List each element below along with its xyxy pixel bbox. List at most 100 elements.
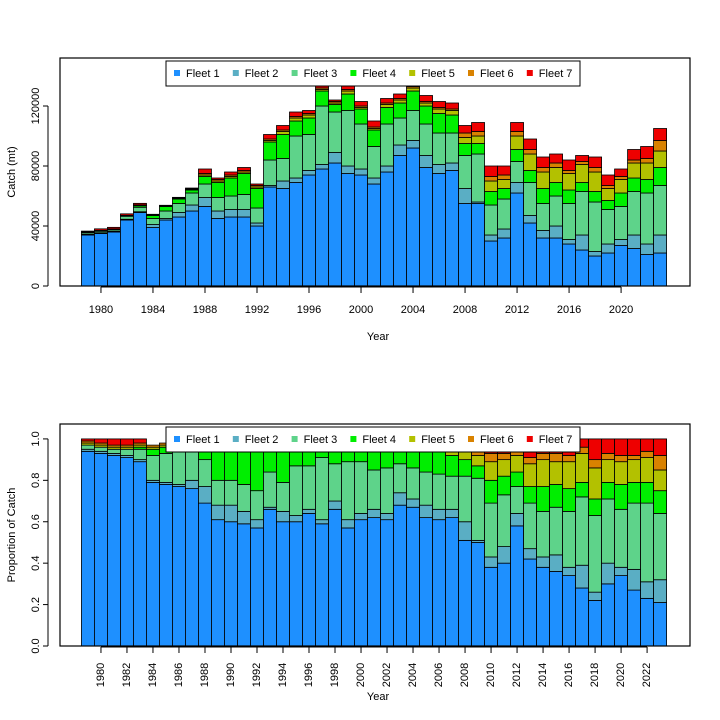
bar-segment [432,101,446,108]
bar-segment [341,461,355,521]
x-tick-label: 2008 [453,304,477,316]
bar-segment [653,455,667,471]
bar-segment [627,234,641,249]
bar-segment [302,174,316,287]
bar-segment [614,168,628,177]
bar-segment [432,450,446,475]
bar-segment [224,171,238,176]
bar-segment [601,209,615,245]
bar-segment [289,515,303,523]
bar-segment [250,490,264,521]
bar-segment [354,513,368,521]
bar-segment [458,475,472,523]
bar-segment [380,171,394,287]
y-tick-label: 1.0 [30,431,42,446]
bar-segment [276,481,290,512]
y-tick-label: 0.6 [30,514,42,529]
bar-segment [458,143,472,156]
bar-segment [289,182,303,287]
bar-segment [185,210,199,287]
bar-segment [549,571,563,647]
bar-segment [419,504,433,519]
bar-segment [289,117,303,122]
bar-segment [497,174,511,180]
bar-segment [549,554,563,572]
bar-segment [172,212,186,218]
bar-segment [653,469,667,492]
bar-segment [146,444,160,448]
bar-segment [211,218,225,287]
bar-segment [588,167,602,173]
bar-segment [276,510,290,523]
x-tick-label: 1984 [141,304,165,316]
bar-segment [614,484,628,510]
bar-segment [562,510,576,568]
bar-segment [172,216,186,287]
bar-segment [601,583,615,647]
y-tick-label: 0 [30,283,42,289]
bar-segment [601,438,615,454]
bar-segment [250,183,264,186]
bar-segment [146,218,160,225]
bar-segment [601,562,615,585]
bar-segment [471,542,485,647]
bar-segment [562,173,576,191]
bar-segment [562,566,576,576]
bar-segment [588,255,602,287]
bar-segment [393,504,407,647]
bar-segment [367,183,381,287]
bar-segment [653,128,667,141]
bar-segment [354,461,368,514]
bar-segment [562,575,576,647]
x-tick-label: 1998 [329,663,341,687]
bar-segment [367,129,381,147]
bar-segment [315,519,329,525]
bar-segment [289,120,303,137]
bar-segment [588,251,602,257]
bar-segment [120,219,134,287]
bar-segment [419,105,433,125]
bar-segment [94,228,108,231]
bar-segment [224,479,238,506]
bar-segment [263,471,277,508]
bar-segment [81,230,95,233]
legend-label: Fleet 2 [245,68,279,80]
bar-segment [198,206,212,287]
bar-segment [341,110,355,167]
bar-segment [224,504,238,523]
legend-label: Fleet 7 [539,68,573,80]
bar-segment [536,230,550,239]
bar-segment [562,488,576,512]
bar-segment [510,513,524,527]
x-tick-label: 2008 [459,663,471,687]
bar-segment [185,448,199,481]
x-axis-title: Year [367,691,390,703]
bar-segment [523,548,537,560]
bar-segment [198,197,212,207]
bar-segment [601,252,615,287]
bar-segment [614,566,628,576]
bar-segment [588,600,602,647]
bar-segment [562,159,576,171]
bar-segment [523,222,537,287]
bar-segment [458,188,472,204]
bar-segment [640,162,654,180]
bar-segment [354,168,368,176]
bar-segment [549,225,563,239]
bar-segment [120,457,134,647]
bar-segment [302,513,316,647]
x-tick-label: 2022 [641,663,653,687]
bar-segment [146,215,160,219]
bar-segment [536,237,550,287]
bar-segment [276,134,290,159]
bar-segment [211,177,225,180]
bar-segment [367,177,381,185]
bar-segment [614,179,628,194]
bar-segment [601,174,615,186]
bar-segment [523,502,537,550]
bar-segment [120,215,134,220]
legend-label: Fleet 4 [362,68,396,80]
x-tick-label: 2020 [615,663,627,687]
bar-segment [393,99,407,104]
bar-segment [627,191,641,236]
